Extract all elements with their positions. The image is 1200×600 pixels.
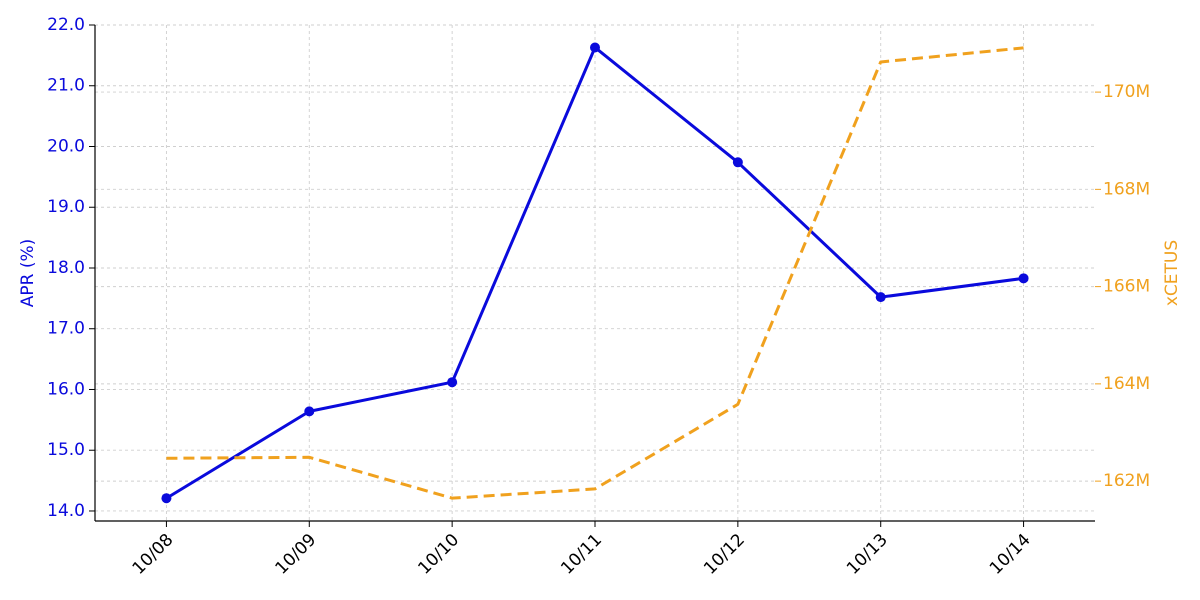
y-tick-label: 18.0 [47,258,85,278]
x-tick-label: 10/12 [700,530,749,579]
point [161,493,172,504]
y2-tick-label: 170M [1103,82,1150,102]
x-tick-label: 10/13 [843,530,892,579]
series-line [166,46,1024,500]
x-tick-label: 10/10 [414,530,463,579]
y-tick-label: 16.0 [47,379,85,399]
y-tick-label: 19.0 [47,197,85,217]
y2-axis-label: xCETUS [1162,240,1182,306]
point [875,292,886,303]
y2-tick-label: 164M [1103,374,1150,394]
x-tick-label: 10/11 [557,530,606,579]
point [732,157,743,168]
point [1018,273,1029,284]
y2-tick-label: 168M [1103,179,1150,199]
x-tick-label: 10/08 [129,530,178,579]
y2-tick-label: 162M [1103,471,1150,491]
point [304,406,315,417]
y-tick-label: 14.0 [47,501,85,521]
y2-tick-label: 166M [1103,277,1150,297]
x-tick-label: 10/09 [272,530,321,579]
x-tick-label: 10/14 [986,530,1035,579]
y-tick-label: 20.0 [47,136,85,156]
y-tick-label: 22.0 [47,15,85,35]
point [447,377,458,388]
y-tick-label: 15.0 [47,440,85,460]
y-tick-label: 17.0 [47,319,85,339]
y-axis-label: APR (%) [18,239,38,308]
point [590,42,600,53]
y-tick-label: 21.0 [47,76,85,96]
